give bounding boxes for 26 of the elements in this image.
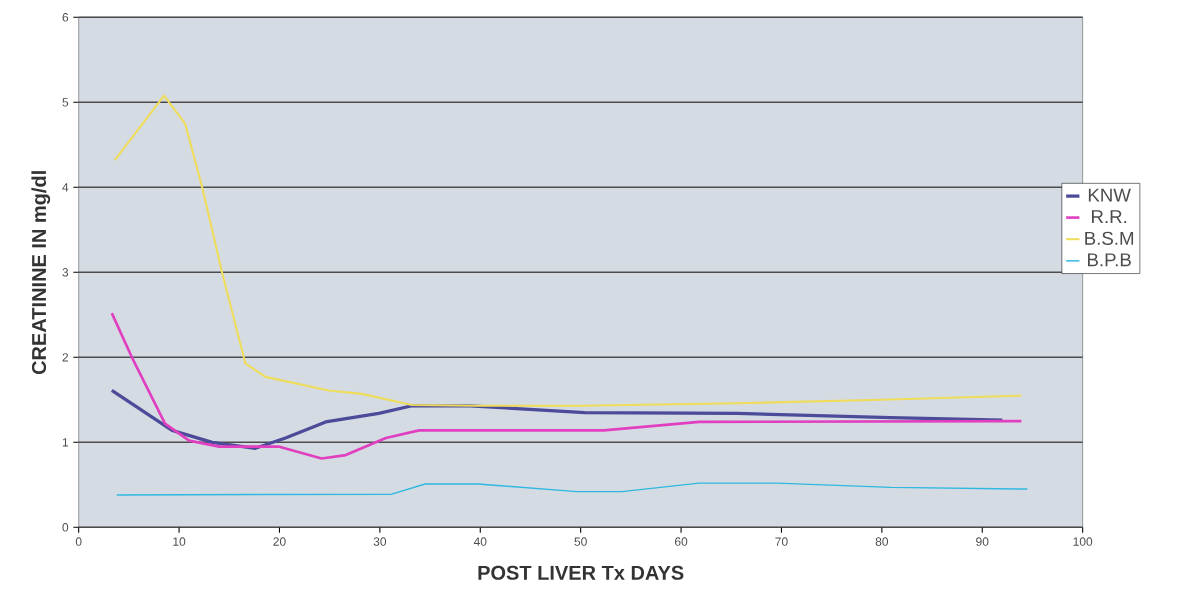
legend-label: B.S.M [1085, 231, 1134, 245]
x-tick-label: 20 [273, 537, 286, 546]
y-tick-label: 0 [62, 523, 69, 532]
y-tick-label: 6 [62, 13, 69, 22]
x-tick-label: 100 [1073, 537, 1093, 546]
x-tick-label: 60 [675, 537, 688, 546]
y-tick-label: 5 [62, 98, 69, 107]
y-tick-label: 2 [62, 353, 69, 362]
x-tick-label: 70 [775, 537, 788, 546]
x-tick-label: 30 [373, 537, 387, 546]
x-tick-label: 50 [574, 537, 587, 546]
x-tick-label: 80 [875, 537, 889, 546]
y-tick-label: 1 [62, 438, 69, 447]
x-axis-title: POST LIVER Tx DAYS [478, 565, 684, 580]
y-tick-label: 3 [62, 268, 69, 277]
line-series [113, 94, 1023, 407]
legend-label: R.R. [1092, 210, 1127, 224]
x-tick-label: 40 [473, 537, 487, 546]
x-tick-label: 0 [75, 537, 82, 546]
line-series [116, 482, 1029, 496]
x-tick-label: 10 [173, 537, 186, 546]
x-tick-label: 90 [976, 537, 989, 546]
y-tick-label: 4 [62, 183, 69, 192]
legend-label: B.P.B [1088, 253, 1131, 267]
y-axis-title: CREATININE IN mg/dl [31, 171, 51, 375]
legend-label: KNW [1088, 188, 1131, 202]
